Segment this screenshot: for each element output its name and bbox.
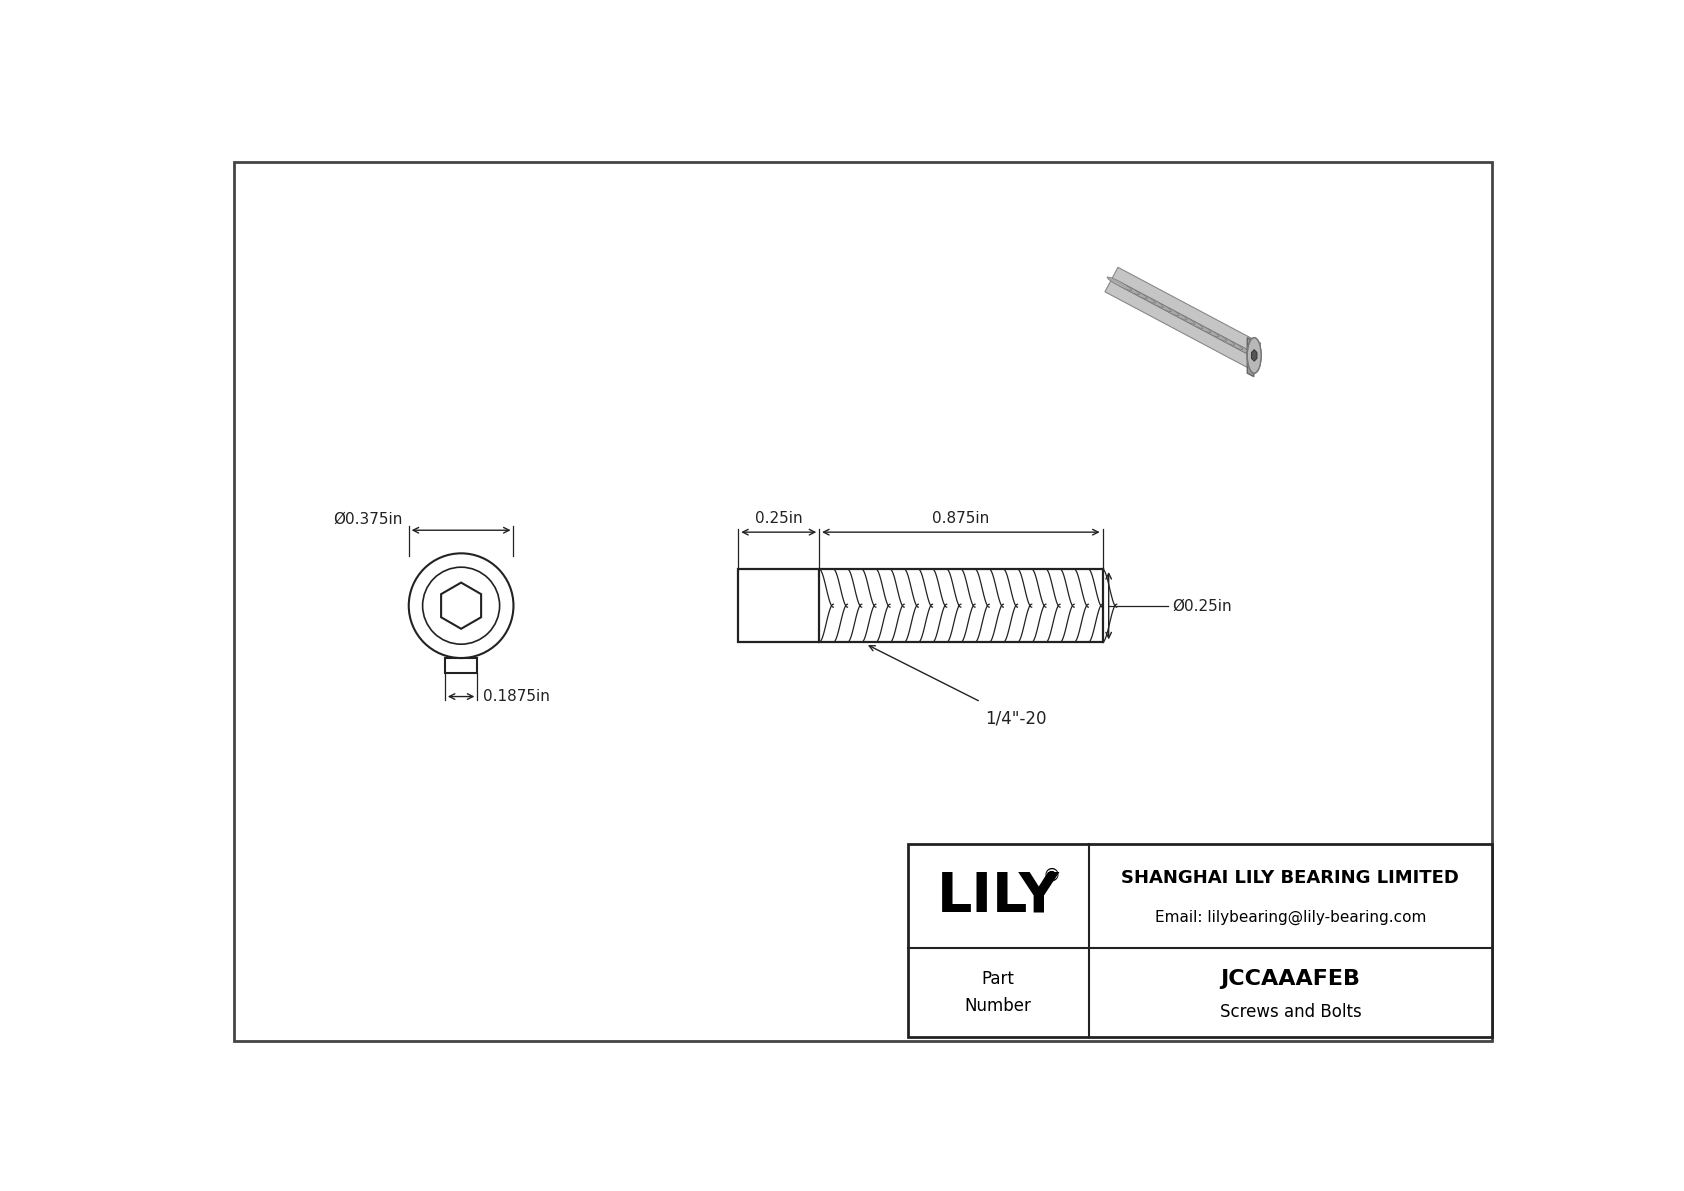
Text: SHANGHAI LILY BEARING LIMITED: SHANGHAI LILY BEARING LIMITED (1122, 868, 1460, 886)
Ellipse shape (1234, 344, 1258, 358)
Text: 0.1875in: 0.1875in (483, 690, 551, 704)
Bar (445, 659, 477, 673)
Text: ®: ® (1042, 867, 1061, 885)
Ellipse shape (1132, 289, 1155, 304)
Ellipse shape (1138, 294, 1164, 307)
Text: Ø0.25in: Ø0.25in (1172, 598, 1231, 613)
Bar (738, 569, 818, 642)
Ellipse shape (1211, 332, 1234, 345)
Text: JCCAAAFEB: JCCAAAFEB (1221, 969, 1361, 990)
Ellipse shape (1202, 328, 1228, 341)
Ellipse shape (1248, 338, 1261, 373)
Ellipse shape (1218, 336, 1243, 349)
Ellipse shape (1147, 298, 1172, 312)
Polygon shape (1248, 338, 1255, 376)
Text: 0.25in: 0.25in (754, 511, 803, 526)
Ellipse shape (1123, 286, 1147, 299)
Ellipse shape (1194, 324, 1219, 337)
Ellipse shape (1187, 319, 1211, 332)
Ellipse shape (1226, 341, 1251, 354)
Ellipse shape (1106, 278, 1132, 291)
Ellipse shape (1170, 311, 1196, 324)
Text: 1/4"-20: 1/4"-20 (985, 710, 1046, 728)
Ellipse shape (1115, 281, 1140, 294)
Text: Email: lilybearing@lily-bearing.com: Email: lilybearing@lily-bearing.com (1155, 910, 1426, 924)
Text: Ø0.375in: Ø0.375in (333, 512, 402, 528)
Ellipse shape (1248, 338, 1261, 373)
Ellipse shape (1155, 303, 1179, 316)
Ellipse shape (1162, 306, 1187, 320)
Polygon shape (1251, 350, 1256, 361)
Text: Screws and Bolts: Screws and Bolts (1219, 1003, 1361, 1021)
Ellipse shape (1179, 314, 1202, 329)
Text: 0.875in: 0.875in (933, 511, 990, 526)
Text: Part
Number: Part Number (965, 971, 1032, 1015)
Polygon shape (1105, 267, 1261, 368)
Bar (908, 844, 1492, 1037)
Text: LILY: LILY (936, 869, 1059, 923)
